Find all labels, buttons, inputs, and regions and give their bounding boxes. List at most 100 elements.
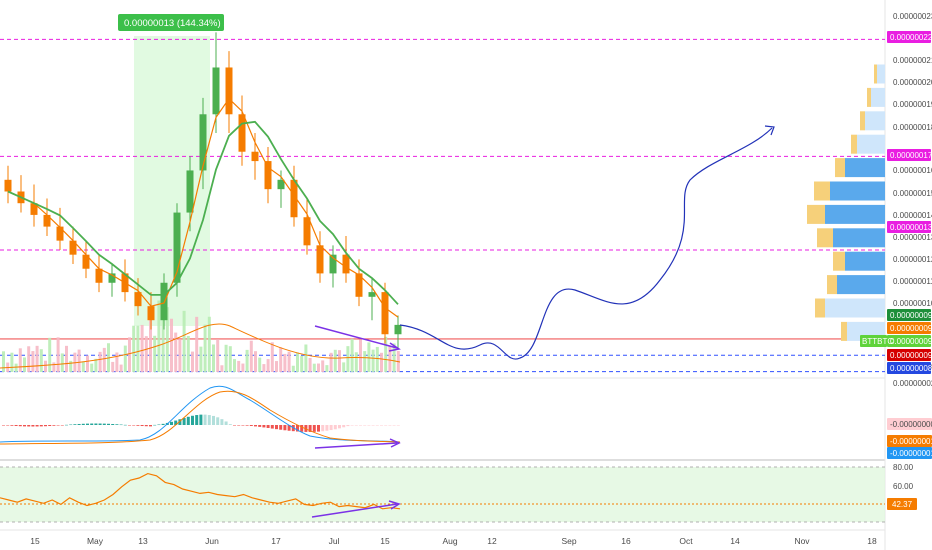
macd-histogram-bar xyxy=(153,424,157,426)
volume-bar xyxy=(312,363,316,372)
macd-histogram-bar xyxy=(296,425,299,432)
volume-bar xyxy=(359,339,362,372)
volume-bar xyxy=(14,363,18,372)
candle-body xyxy=(212,67,220,115)
macd-histogram-bar xyxy=(216,417,220,425)
macd-histogram-bar xyxy=(249,425,253,426)
macd-tag-label: -0.00000000 xyxy=(890,420,932,429)
symbol-tag-label: BTTBTC xyxy=(862,337,893,346)
profile-bar-sell xyxy=(817,228,833,248)
macd-histogram-bar xyxy=(48,425,52,427)
price-tag-box xyxy=(887,349,931,361)
macd-histogram-bar xyxy=(380,425,383,426)
volume-bar xyxy=(18,348,22,372)
macd-histogram-bar xyxy=(90,423,94,425)
macd-histogram-bar xyxy=(342,425,346,428)
time-tick-label: Nov xyxy=(794,536,810,546)
macd-histogram-bar xyxy=(241,425,245,426)
macd-histogram-bar xyxy=(203,414,207,425)
macd-pane xyxy=(0,385,401,449)
macd-histogram-bar xyxy=(384,425,388,426)
macd-histogram-bar xyxy=(128,425,131,426)
volume-bar xyxy=(77,349,81,372)
macd-histogram-bar xyxy=(287,425,291,431)
profile-bar-sell xyxy=(860,111,865,131)
time-tick-label: 14 xyxy=(730,536,740,546)
macd-histogram-bar xyxy=(279,425,283,430)
macd-histogram-bar xyxy=(107,423,110,425)
macd-histogram-bar xyxy=(98,423,102,425)
macd-histogram-bar xyxy=(23,425,26,427)
volume-bar xyxy=(128,337,131,372)
profile-bar-sell xyxy=(841,321,847,341)
volume-bar xyxy=(254,351,257,372)
macd-histogram-bar xyxy=(69,424,73,426)
macd-histogram-bar xyxy=(346,425,350,427)
macd-histogram-bar xyxy=(363,425,367,426)
candle-body xyxy=(290,179,298,218)
price-tag-box xyxy=(887,149,931,161)
volume-bar xyxy=(216,339,220,372)
macd-histogram-bar xyxy=(367,425,371,426)
volume-bar xyxy=(266,359,270,372)
macd-tag-box xyxy=(887,418,932,430)
profile-bar xyxy=(871,87,885,107)
volume-bar xyxy=(270,342,274,372)
macd-histogram-bar xyxy=(94,423,98,425)
candle-body xyxy=(147,306,155,321)
volume-bar xyxy=(56,337,60,372)
main-divergence-line xyxy=(314,325,398,349)
macd-histogram-bar xyxy=(2,425,5,426)
price-tag-label: 0.00000017 xyxy=(890,151,932,160)
volume-bar xyxy=(329,352,333,372)
candle-body xyxy=(277,179,285,190)
volume-bar xyxy=(367,342,371,372)
macd-histogram-bar xyxy=(338,425,341,429)
volume-bar xyxy=(233,359,236,372)
volume-bar xyxy=(245,349,249,372)
macd-histogram-bar xyxy=(140,425,144,427)
volume-bar xyxy=(157,300,161,372)
candle-body xyxy=(30,203,38,215)
volume-bar xyxy=(27,346,31,372)
price-tick-label: 0.00000019 xyxy=(893,100,932,109)
profile-bar-sell xyxy=(835,158,845,178)
macd-line xyxy=(0,385,401,443)
volume-bar xyxy=(287,351,291,372)
macd-histogram-bar xyxy=(161,423,165,425)
price-tag-label: 0.00000009 xyxy=(890,351,932,360)
macd-histogram-bar xyxy=(44,425,47,427)
candle-body xyxy=(199,114,207,171)
macd-histogram-bar xyxy=(115,424,119,425)
horizontal-levels xyxy=(0,38,885,373)
volume-bar xyxy=(392,343,396,372)
signal-line xyxy=(0,390,401,445)
macd-histogram-bar xyxy=(81,423,85,425)
candle-body xyxy=(264,161,272,190)
volume-bar xyxy=(35,345,39,372)
volume-bar xyxy=(195,316,199,372)
volume-bar xyxy=(23,357,26,372)
profile-bar xyxy=(857,134,885,154)
volume-bar xyxy=(308,357,312,372)
macd-histogram-bar xyxy=(31,425,35,427)
moving-averages xyxy=(7,97,399,318)
volume-bar xyxy=(241,363,245,372)
macd-histogram-bar xyxy=(350,425,354,426)
profile-bar-sell xyxy=(814,181,830,201)
volume-bar xyxy=(39,349,43,372)
candle-body xyxy=(4,179,12,192)
price-tag-box xyxy=(887,322,931,334)
volume-bar xyxy=(262,364,266,372)
volume-bar xyxy=(65,345,68,372)
price-tag-box xyxy=(887,362,931,374)
price-tag-box xyxy=(887,335,931,347)
candle-body xyxy=(238,114,246,152)
volume-bar xyxy=(111,361,115,372)
volume-bar xyxy=(388,346,392,372)
profile-bar xyxy=(845,158,885,178)
candle-body xyxy=(186,170,194,213)
price-tag-label: 0.00000009 xyxy=(890,324,932,333)
time-axis: 15 May 13 Jun 17 Jul 15 Aug 12 Sep 16 Oct 14 Nov 18 xyxy=(30,536,877,546)
macd-histogram-bar xyxy=(144,425,148,427)
